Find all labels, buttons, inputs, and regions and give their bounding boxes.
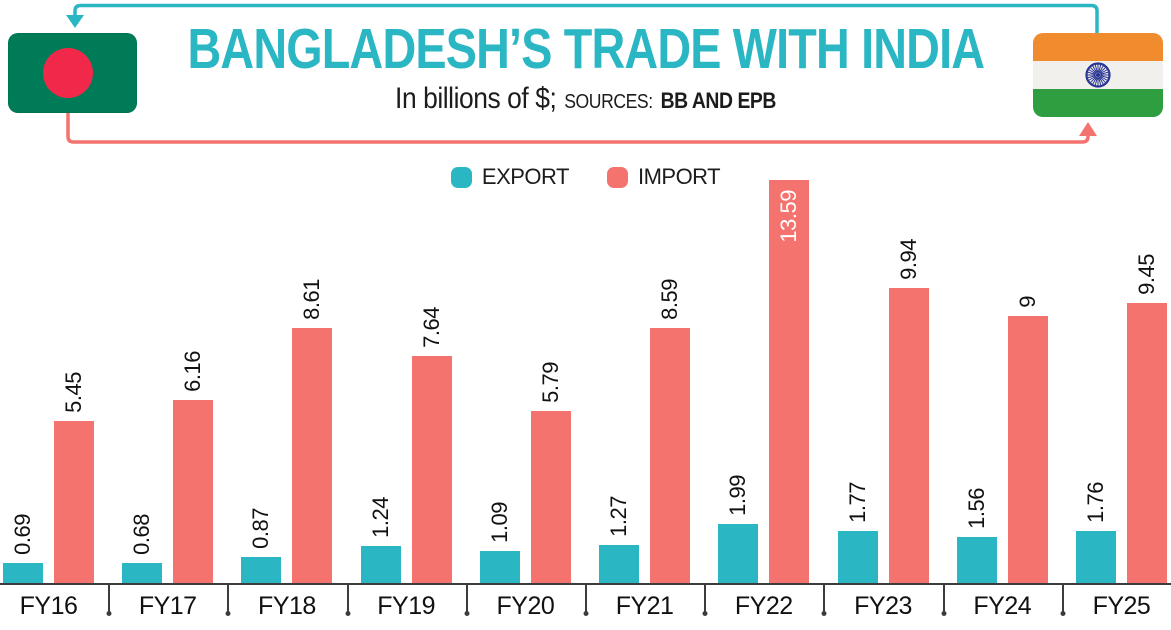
import-value-label: 7.64 — [418, 307, 444, 348]
bar-group: 0.69 5.45 FY16 — [3, 173, 94, 619]
arrowhead-down-icon — [66, 15, 84, 28]
legend-label-import: IMPORT — [637, 164, 721, 189]
x-axis-label: FY23 — [854, 592, 912, 620]
export-value-label: 1.56 — [963, 488, 989, 529]
unit-note: In billions of $; — [395, 82, 557, 115]
sources-label: SOURCES: — [564, 91, 653, 113]
import-value-label: 9.94 — [895, 239, 921, 280]
export-bar: 1.09 — [479, 502, 520, 583]
legend: EXPORT IMPORT — [0, 164, 1171, 190]
x-axis-label: FY18 — [258, 592, 316, 620]
import-bar: 5.45 — [54, 372, 94, 583]
axis-tick — [227, 585, 230, 613]
export-swatch-icon — [450, 166, 472, 188]
x-axis-label: FY16 — [19, 592, 78, 620]
bar-group: 1.56 9 FY24 — [956, 173, 1048, 619]
export-value-label: 1.27 — [606, 496, 632, 537]
import-swatch-icon — [606, 166, 628, 188]
bar-group: 1.77 9.94 FY23 — [837, 173, 929, 619]
ashoka-chakra-icon — [1085, 62, 1111, 88]
export-bar: 0.68 — [122, 514, 163, 583]
x-axis-label: FY21 — [615, 592, 674, 620]
legend-item-import: IMPORT — [606, 164, 721, 190]
axis-tick — [108, 585, 111, 613]
bar-group: 0.87 8.61 FY18 — [241, 173, 333, 619]
export-bar: 1.24 — [360, 497, 401, 583]
bar-chart: 0.69 5.45 FY16 0.68 6.16 FY17 0.87 8.61 FY18 1.24… — [3, 173, 1167, 619]
x-axis-label: FY19 — [377, 592, 436, 620]
legend-item-export: EXPORT — [450, 164, 570, 190]
export-value-label: 0.87 — [248, 508, 274, 549]
import-value-label: 8.59 — [657, 279, 683, 320]
axis-tick — [942, 585, 945, 613]
import-flow-arrow — [66, 112, 1097, 144]
import-bar: 13.59 — [769, 180, 810, 583]
import-bar: 9.94 — [888, 239, 929, 583]
import-bar: 8.61 — [292, 279, 333, 583]
import-bar: 7.64 — [411, 307, 452, 583]
export-bar: 0.69 — [3, 514, 43, 583]
import-bar: 9.45 — [1126, 254, 1167, 583]
bangladesh-flag-circle — [43, 48, 93, 98]
export-flow-arrow — [66, 3, 1099, 34]
import-value-label: 8.61 — [299, 279, 325, 320]
bar-group: 0.68 6.16 FY17 — [122, 173, 214, 619]
page-title: BANGLADESH’S TRADE WITH INDIA — [187, 17, 985, 81]
axis-tick — [465, 585, 468, 613]
import-value-label: 9.45 — [1133, 254, 1159, 295]
export-bar: 0.87 — [241, 508, 282, 583]
india-flag-icon — [1033, 33, 1163, 117]
export-value-label: 1.76 — [1082, 482, 1108, 523]
axis-tick — [585, 585, 587, 613]
bar-group: 1.76 9.45 FY25 — [1075, 173, 1167, 619]
import-value-label: 5.45 — [61, 372, 86, 413]
export-value-label: 1.24 — [367, 497, 393, 538]
export-value-label: 1.77 — [844, 482, 870, 523]
axis-tick — [823, 585, 826, 613]
x-axis-line — [0, 583, 1171, 585]
sources-value: BB AND EPB — [660, 88, 777, 113]
x-axis-label: FY20 — [496, 592, 555, 620]
legend-label-export: EXPORT — [481, 164, 570, 189]
import-value-label: 13.59 — [776, 190, 802, 243]
export-bar: 1.56 — [956, 488, 997, 583]
import-bar: 5.79 — [530, 362, 571, 583]
bar-group: 1.99 13.59 FY22 — [718, 173, 810, 619]
export-bar: 1.77 — [837, 482, 878, 583]
axis-tick — [704, 585, 707, 613]
import-value-label: 9 — [1014, 296, 1040, 308]
export-value-label: 0.69 — [10, 514, 35, 555]
x-axis-label: FY25 — [1092, 592, 1151, 620]
axis-tick — [346, 585, 349, 613]
import-value-label: 5.79 — [537, 362, 563, 403]
export-bar: 1.99 — [718, 475, 759, 583]
x-axis-label: FY24 — [973, 592, 1032, 620]
import-value-label: 6.16 — [180, 351, 206, 392]
india-flag-green-stripe — [1033, 89, 1163, 117]
export-bar: 1.27 — [599, 496, 640, 583]
bangladesh-flag-icon — [8, 33, 137, 113]
import-bar: 6.16 — [173, 351, 214, 583]
subtitle: In billions of $; SOURCES: BB AND EPB — [70, 82, 1100, 116]
export-value-label: 1.99 — [725, 475, 751, 516]
arrowhead-up-icon — [1079, 122, 1097, 136]
x-axis-label: FY17 — [138, 592, 197, 620]
export-value-label: 1.09 — [486, 502, 512, 543]
bar-group: 1.24 7.64 FY19 — [360, 173, 452, 619]
x-axis-label: FY22 — [734, 592, 793, 620]
export-value-label: 0.68 — [129, 514, 155, 555]
bar-group: 1.27 8.59 FY21 — [599, 173, 691, 619]
import-bar: 9 — [1007, 296, 1048, 583]
import-bar: 8.59 — [650, 279, 691, 583]
bar-group: 1.09 5.79 FY20 — [479, 173, 571, 619]
flow-arrows — [66, 3, 1099, 144]
axis-tick — [1061, 585, 1064, 613]
export-bar: 1.76 — [1075, 482, 1116, 583]
india-flag-saffron-stripe — [1033, 33, 1163, 61]
